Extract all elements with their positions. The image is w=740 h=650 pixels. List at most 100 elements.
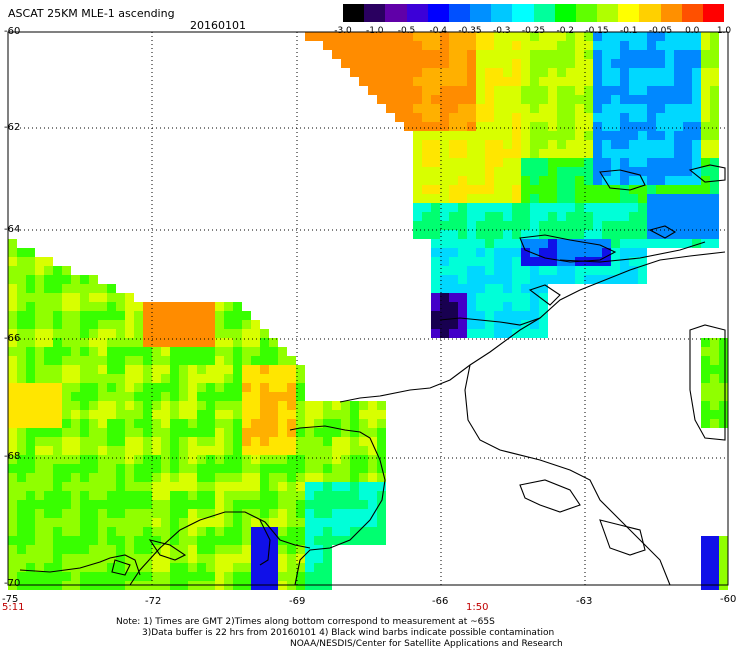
data-cell [350, 401, 359, 410]
data-cell [224, 410, 233, 419]
data-cell [431, 176, 440, 185]
data-cell [557, 77, 566, 86]
data-cell [692, 59, 701, 68]
data-cell [143, 410, 152, 419]
data-cell [53, 275, 62, 284]
data-cell [35, 446, 44, 455]
data-cell [458, 185, 467, 194]
data-cell [287, 392, 296, 401]
data-cell [8, 437, 17, 446]
coastline-segment [688, 164, 726, 183]
data-cell [125, 320, 134, 329]
colorbar-tick-label: -0.2 [556, 26, 575, 36]
data-cell [530, 86, 539, 95]
data-cell [521, 149, 530, 158]
data-cell [152, 374, 161, 383]
data-cell [656, 140, 665, 149]
data-cell [377, 527, 386, 536]
data-cell [368, 482, 377, 491]
data-cell [368, 428, 377, 437]
data-cell [530, 176, 539, 185]
data-cell [503, 113, 512, 122]
data-cell [179, 464, 188, 473]
data-cell [188, 527, 197, 536]
data-cell [449, 95, 458, 104]
data-cell [710, 536, 719, 545]
data-cell [458, 311, 467, 320]
data-cell [35, 563, 44, 572]
data-cell [224, 347, 233, 356]
data-cell [17, 554, 26, 563]
data-cell [206, 563, 215, 572]
data-cell [80, 464, 89, 473]
data-cell [449, 113, 458, 122]
data-cell [80, 338, 89, 347]
data-cell [593, 221, 602, 230]
data-cell [8, 257, 17, 266]
coastline-segment [259, 519, 271, 566]
data-cell [467, 230, 476, 239]
data-cell [215, 464, 224, 473]
data-cell [539, 86, 548, 95]
data-cell [35, 347, 44, 356]
data-cell [179, 554, 188, 563]
data-cell [233, 392, 242, 401]
data-cell [125, 410, 134, 419]
data-cell [332, 446, 341, 455]
data-cell [503, 68, 512, 77]
data-cell [278, 446, 287, 455]
data-cell [80, 284, 89, 293]
data-cell [638, 185, 647, 194]
data-cell [251, 455, 260, 464]
data-cell [251, 572, 260, 581]
data-cell [674, 203, 683, 212]
data-cell [98, 500, 107, 509]
data-cell [431, 257, 440, 266]
data-cell [449, 59, 458, 68]
data-cell [125, 293, 134, 302]
data-cell [278, 419, 287, 428]
coastline-segment [339, 251, 726, 403]
data-cell [224, 545, 233, 554]
data-cell [467, 212, 476, 221]
data-cell [530, 122, 539, 131]
data-cell [143, 554, 152, 563]
data-cell [413, 32, 422, 41]
data-cell [683, 167, 692, 176]
data-cell [296, 491, 305, 500]
data-cell [314, 419, 323, 428]
data-cell [80, 365, 89, 374]
data-cell [710, 392, 719, 401]
data-cell [17, 527, 26, 536]
data-cell [629, 50, 638, 59]
data-cell [17, 491, 26, 500]
data-cell [494, 32, 503, 41]
data-cell [404, 104, 413, 113]
data-cell [161, 302, 170, 311]
data-cell [8, 491, 17, 500]
data-cell [80, 428, 89, 437]
data-cell [719, 572, 728, 581]
data-cell [665, 239, 674, 248]
data-cell [116, 374, 125, 383]
data-cell [503, 329, 512, 338]
data-cell [53, 365, 62, 374]
data-cell [665, 140, 674, 149]
data-cell [719, 554, 728, 563]
data-cell [512, 257, 521, 266]
data-cell [161, 311, 170, 320]
data-cell [611, 104, 620, 113]
data-cell [413, 122, 422, 131]
data-cell [602, 32, 611, 41]
data-cell [269, 338, 278, 347]
data-cell [575, 248, 584, 257]
data-cell [107, 302, 116, 311]
data-cell [458, 212, 467, 221]
data-cell [602, 77, 611, 86]
data-cell [422, 113, 431, 122]
data-cell [62, 419, 71, 428]
data-cell [665, 158, 674, 167]
data-cell [602, 248, 611, 257]
data-cell [62, 374, 71, 383]
data-cell [611, 122, 620, 131]
